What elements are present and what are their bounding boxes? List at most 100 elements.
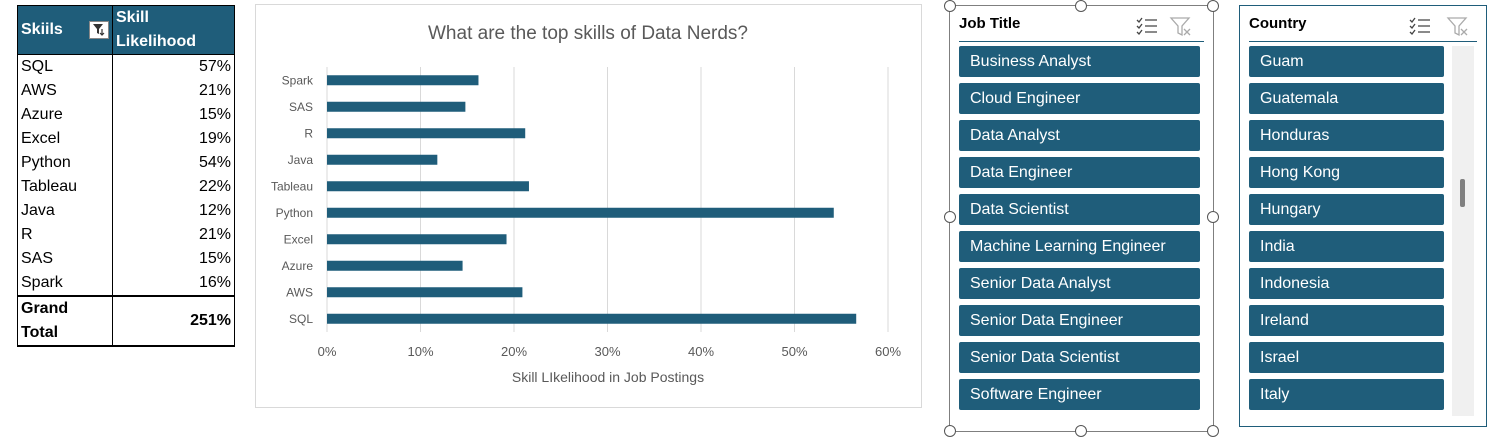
likelihood-cell[interactable]: 15% xyxy=(112,247,235,271)
bar-sql[interactable] xyxy=(327,313,857,324)
likelihood-cell[interactable]: 21% xyxy=(112,79,235,103)
table-row[interactable]: AWS 21% xyxy=(17,79,235,103)
skill-cell[interactable]: Excel xyxy=(17,127,113,151)
grand-total-row[interactable]: Grand Total 251% xyxy=(17,295,235,347)
likelihood-column-header[interactable]: Skill Likelihood xyxy=(112,5,235,55)
likelihood-cell[interactable]: 57% xyxy=(112,54,235,79)
grand-total-label[interactable]: Grand Total xyxy=(17,295,113,347)
slicer-item[interactable]: Hong Kong xyxy=(1249,157,1444,188)
slicer-item[interactable]: Senior Data Engineer xyxy=(959,305,1200,336)
slicer-title: Job Title xyxy=(959,15,1021,32)
chart-title: What are the top skills of Data Nerds? xyxy=(428,23,748,44)
skill-cell[interactable]: SAS xyxy=(17,247,113,271)
slicer-item[interactable]: Cloud Engineer xyxy=(959,83,1200,114)
slicer-item[interactable]: Data Scientist xyxy=(959,194,1200,225)
resize-handle[interactable] xyxy=(1207,0,1219,12)
chart-canvas: What are the top skills of Data Nerds? S… xyxy=(271,23,901,385)
bar-sas[interactable] xyxy=(327,101,466,112)
pivot-table: Skiils Skill Likelihood SQL 57% AWS 21% Azur… xyxy=(17,5,235,347)
slicer-item[interactable]: Data Analyst xyxy=(959,120,1200,151)
resize-handle[interactable] xyxy=(944,425,956,437)
slicer-item[interactable]: Guam xyxy=(1249,46,1444,77)
resize-handle[interactable] xyxy=(1207,425,1219,437)
multi-select-icon[interactable] xyxy=(1135,16,1159,38)
resize-handle[interactable] xyxy=(1075,0,1087,12)
bar-excel[interactable] xyxy=(327,234,507,245)
table-row[interactable]: Java 12% xyxy=(17,199,235,223)
x-tick-label: 30% xyxy=(594,344,620,359)
resize-handle[interactable] xyxy=(1075,425,1087,437)
x-tick-label: 40% xyxy=(688,344,714,359)
skill-cell[interactable]: Azure xyxy=(17,103,113,127)
y-tick-label: AWS xyxy=(286,285,313,299)
skill-cell[interactable]: AWS xyxy=(17,79,113,103)
table-row[interactable]: SAS 15% xyxy=(17,247,235,271)
table-row[interactable]: SQL 57% xyxy=(17,54,235,79)
slicer-item[interactable]: Honduras xyxy=(1249,120,1444,151)
likelihood-cell[interactable]: 12% xyxy=(112,199,235,223)
slicer-item[interactable]: Software Engineer xyxy=(959,379,1200,410)
y-tick-label: Python xyxy=(276,206,313,220)
table-row[interactable]: Python 54% xyxy=(17,151,235,175)
slicer-item[interactable]: Indonesia xyxy=(1249,268,1444,299)
slicer-item[interactable]: Machine Learning Engineer xyxy=(959,231,1200,262)
slicer-item[interactable]: India xyxy=(1249,231,1444,262)
x-tick-label: 0% xyxy=(318,344,337,359)
resize-handle[interactable] xyxy=(1207,211,1219,223)
likelihood-cell[interactable]: 54% xyxy=(112,151,235,175)
clear-filter-icon[interactable] xyxy=(1169,16,1193,38)
bar-spark[interactable] xyxy=(327,75,479,86)
bar-tableau[interactable] xyxy=(327,181,529,192)
slicer-header: Country xyxy=(1249,13,1477,42)
slicer-item[interactable]: Senior Data Analyst xyxy=(959,268,1200,299)
slicer-item[interactable]: Israel xyxy=(1249,342,1444,373)
y-tick-label: R xyxy=(304,126,313,140)
likelihood-cell[interactable]: 15% xyxy=(112,103,235,127)
table-row[interactable]: Excel 19% xyxy=(17,127,235,151)
bar-python[interactable] xyxy=(327,207,834,218)
slicer-item[interactable]: Senior Data Scientist xyxy=(959,342,1200,373)
skill-cell[interactable]: R xyxy=(17,223,113,247)
skill-cell[interactable]: Python xyxy=(17,151,113,175)
job-title-slicer[interactable]: Job Title Business Analyst Cloud Engineer… xyxy=(949,5,1214,432)
scrollbar[interactable] xyxy=(1452,46,1474,416)
skills-header-label: Skiils xyxy=(21,21,63,38)
slicer-item[interactable]: Ireland xyxy=(1249,305,1444,336)
slicer-item[interactable]: Business Analyst xyxy=(959,46,1200,77)
slicer-header: Job Title xyxy=(959,13,1204,42)
table-row[interactable]: Tableau 22% xyxy=(17,175,235,199)
bar-azure[interactable] xyxy=(327,260,463,271)
grand-total-value[interactable]: 251% xyxy=(112,295,235,347)
resize-handle[interactable] xyxy=(944,211,956,223)
skill-cell[interactable]: Spark xyxy=(17,271,113,296)
skill-cell[interactable]: Java xyxy=(17,199,113,223)
likelihood-cell[interactable]: 22% xyxy=(112,175,235,199)
likelihood-cell[interactable]: 21% xyxy=(112,223,235,247)
bar-aws[interactable] xyxy=(327,287,523,298)
skills-column-header[interactable]: Skiils xyxy=(17,5,113,55)
bar-r[interactable] xyxy=(327,128,526,139)
y-tick-label: Tableau xyxy=(271,179,313,193)
slicer-item[interactable]: Hungary xyxy=(1249,194,1444,225)
slicer-item[interactable]: Italy xyxy=(1249,379,1444,410)
clear-filter-icon[interactable] xyxy=(1446,16,1470,38)
skill-cell[interactable]: SQL xyxy=(17,54,113,79)
table-row[interactable]: Azure 15% xyxy=(17,103,235,127)
slicer-item[interactable]: Data Engineer xyxy=(959,157,1200,188)
skill-cell[interactable]: Tableau xyxy=(17,175,113,199)
skills-bar-chart[interactable]: What are the top skills of Data Nerds? S… xyxy=(255,4,922,408)
likelihood-cell[interactable]: 19% xyxy=(112,127,235,151)
bar-java[interactable] xyxy=(327,154,438,165)
y-tick-label: SAS xyxy=(289,100,313,114)
slicer-item[interactable]: Guatemala xyxy=(1249,83,1444,114)
filter-sort-icon[interactable] xyxy=(89,21,109,39)
y-tick-label: Azure xyxy=(282,259,314,273)
table-row[interactable]: R 21% xyxy=(17,223,235,247)
multi-select-icon[interactable] xyxy=(1408,16,1432,38)
country-slicer[interactable]: Country Guam Guatemala Honduras Hong Kong Hu… xyxy=(1239,5,1487,427)
likelihood-cell[interactable]: 16% xyxy=(112,271,235,296)
x-axis-title: Skill LIkelihood in Job Postings xyxy=(512,369,704,385)
resize-handle[interactable] xyxy=(944,0,956,12)
table-row[interactable]: Spark 16% xyxy=(17,271,235,296)
scrollbar-thumb[interactable] xyxy=(1460,179,1465,207)
